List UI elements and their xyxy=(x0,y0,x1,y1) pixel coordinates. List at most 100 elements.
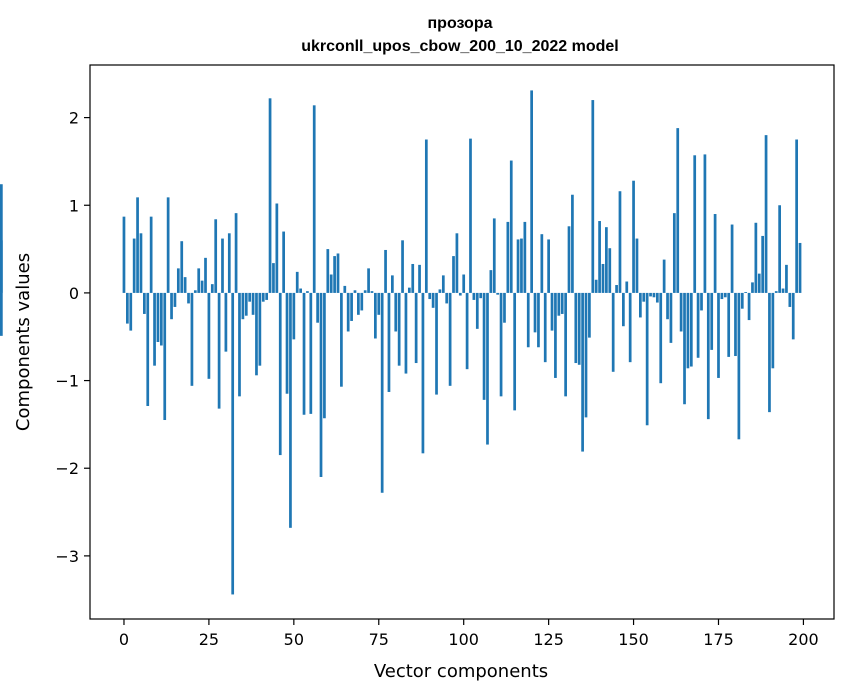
bar-38 xyxy=(251,292,255,315)
bar-120 xyxy=(530,90,533,293)
bar-54 xyxy=(306,291,309,293)
bar-109 xyxy=(492,218,496,293)
bar-160 xyxy=(666,292,669,320)
bar-137 xyxy=(588,292,591,338)
bar-184 xyxy=(747,292,751,321)
bar-34 xyxy=(238,292,241,397)
bar-51 xyxy=(295,271,299,293)
bar-171 xyxy=(703,154,707,293)
bar-106 xyxy=(482,292,486,400)
bar-45 xyxy=(275,203,279,293)
bar-145 xyxy=(615,285,618,293)
bar-159 xyxy=(662,259,666,293)
bar-156 xyxy=(652,292,656,298)
bar-94 xyxy=(441,275,445,293)
bar-71 xyxy=(363,290,367,293)
bar-188 xyxy=(761,235,765,293)
bar-114 xyxy=(509,160,513,293)
bar-76 xyxy=(380,292,384,493)
bar-12 xyxy=(163,292,167,421)
bar-166 xyxy=(686,292,690,369)
bar-124 xyxy=(543,292,547,363)
bar-81 xyxy=(397,292,401,366)
bar-89 xyxy=(424,139,428,293)
bar-130 xyxy=(564,292,567,397)
bar-104 xyxy=(475,292,479,329)
bar-46 xyxy=(278,292,282,456)
bar-91 xyxy=(431,292,435,308)
bar-73 xyxy=(370,291,374,293)
bar-58 xyxy=(319,292,323,477)
bar-55 xyxy=(309,292,313,414)
bar-168 xyxy=(693,155,697,293)
bar-101 xyxy=(465,292,469,370)
bar-158 xyxy=(659,292,663,384)
bar-110 xyxy=(496,292,500,295)
bar-175 xyxy=(717,292,720,378)
plot-frame xyxy=(89,64,835,620)
bar-20 xyxy=(190,292,194,386)
bar-47 xyxy=(282,231,285,293)
bar-151 xyxy=(635,238,639,293)
bar-103 xyxy=(472,292,476,300)
y-axis-ticks: −3 −2 −1 0 1 2 xyxy=(55,109,90,566)
bar-6 xyxy=(143,292,146,314)
bar-61 xyxy=(329,274,333,293)
bar-67 xyxy=(350,292,353,321)
bar-190 xyxy=(768,292,771,413)
bar-113 xyxy=(506,221,510,293)
bar-189 xyxy=(764,135,768,293)
bar-18 xyxy=(183,277,187,293)
bar-132 xyxy=(571,194,574,293)
bar-191 xyxy=(771,292,775,369)
bar-30 xyxy=(224,292,228,352)
bar-122 xyxy=(537,292,540,348)
bar-57 xyxy=(316,292,319,323)
bar-180 xyxy=(734,292,737,357)
bars-group xyxy=(0,90,802,595)
bar-172 xyxy=(706,292,710,420)
bar-196 xyxy=(788,292,792,307)
bar-13 xyxy=(166,197,170,293)
bar-167 xyxy=(689,292,693,367)
y-tick-label: −2 xyxy=(55,459,79,478)
bar-107 xyxy=(486,292,489,445)
x-tick-label: 50 xyxy=(284,630,304,649)
bar-123 xyxy=(540,234,544,293)
bar-144 xyxy=(611,292,615,372)
bar-157 xyxy=(655,292,659,303)
y-tick-label: −1 xyxy=(55,372,79,391)
bar-5 xyxy=(139,233,143,293)
bar-35 xyxy=(241,292,245,320)
bar-163 xyxy=(676,128,680,293)
bar-102 xyxy=(469,138,472,293)
bar-69 xyxy=(357,292,360,315)
bar-155 xyxy=(649,292,652,297)
bar-179 xyxy=(730,224,734,293)
bar-131 xyxy=(567,226,571,293)
bar-undefined xyxy=(0,184,3,293)
x-axis-ticks: 0 25 50 75 100 125 150 175 200 xyxy=(119,619,819,649)
bar-9 xyxy=(153,292,156,366)
bar-182 xyxy=(740,292,744,309)
bar-50 xyxy=(292,292,296,340)
bar-118 xyxy=(523,221,527,293)
bar-152 xyxy=(639,292,642,318)
bar-29 xyxy=(221,238,224,293)
bar-53 xyxy=(302,292,306,415)
bar-193 xyxy=(778,205,781,293)
bar-170 xyxy=(700,292,703,311)
x-axis-label: Vector components xyxy=(374,661,548,682)
bar-87 xyxy=(418,264,421,293)
bar-133 xyxy=(574,292,578,364)
bar-75 xyxy=(377,292,381,315)
bar-148 xyxy=(625,281,629,293)
bar-14 xyxy=(170,292,173,320)
bar-28 xyxy=(217,292,221,409)
bar-154 xyxy=(645,292,649,426)
bar-82 xyxy=(401,240,404,293)
x-tick-label: 25 xyxy=(199,630,219,649)
bar-92 xyxy=(435,292,438,395)
bar-40 xyxy=(258,292,262,366)
